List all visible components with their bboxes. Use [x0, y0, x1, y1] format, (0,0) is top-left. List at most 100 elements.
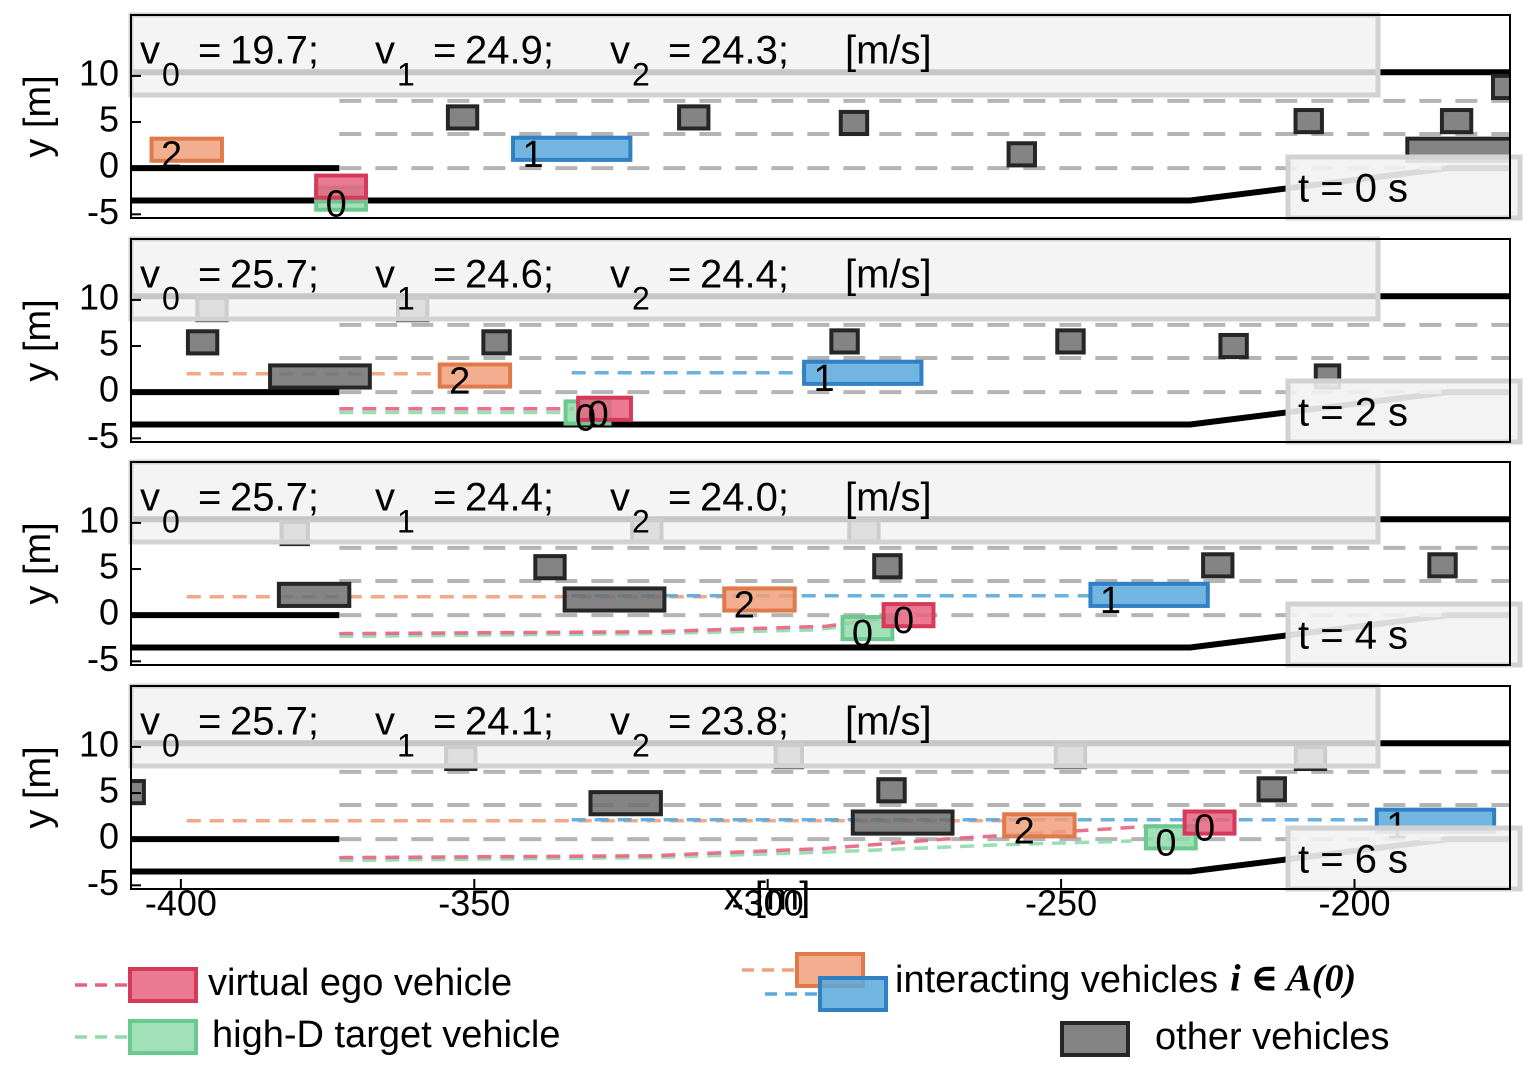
speed-index: 0 — [162, 727, 180, 763]
vehicle — [1256, 776, 1287, 803]
y-tick-label: 5 — [99, 546, 119, 587]
legend-swatch — [1060, 1021, 1130, 1057]
y-axis-label: y [m] — [17, 75, 59, 157]
speed-box — [128, 12, 1381, 98]
y-tick-label: 0 — [99, 369, 119, 410]
speed-index: 0 — [162, 503, 180, 539]
legend-math: i ∈ A(0) — [1230, 958, 1356, 1000]
vehicle-label: 2 — [734, 585, 755, 627]
vehicle — [533, 554, 567, 581]
speed-value: 24.9 — [465, 29, 543, 73]
speed-value: 25.7 — [230, 253, 308, 297]
vehicle — [511, 135, 633, 162]
y-tick-label: 5 — [99, 99, 119, 140]
y-tick-label: 5 — [99, 323, 119, 364]
speed-eq: = — [668, 253, 691, 297]
speed-symbol: v — [610, 476, 630, 520]
vehicle — [677, 104, 711, 131]
legend-label: high-D target vehicle — [212, 1014, 561, 1056]
time-label: t = 0 s — [1298, 167, 1408, 211]
y-axis-label: y [m] — [17, 746, 59, 828]
speed-eq: = — [198, 29, 221, 73]
speed-unit: [m/s] — [845, 253, 932, 297]
vehicle — [185, 329, 220, 356]
vehicle — [576, 395, 633, 422]
speed-unit: [m/s] — [845, 476, 932, 520]
vehicle-label: 1 — [1100, 580, 1121, 622]
speed-index: 1 — [397, 56, 415, 92]
y-tick-label: -5 — [87, 415, 119, 456]
speed-end: ; — [308, 29, 319, 73]
speed-value: 24.0 — [700, 476, 778, 520]
time-label: t = 6 s — [1298, 838, 1408, 882]
speed-index: 2 — [632, 727, 650, 763]
speed-eq: = — [433, 700, 456, 744]
vehicle-label: 1 — [813, 358, 834, 400]
y-tick-label: 5 — [99, 770, 119, 811]
x-tick-label: -350 — [438, 883, 510, 924]
axes-frame — [130, 685, 1511, 890]
speed-value: 24.1 — [465, 700, 543, 744]
y-axis-label: y [m] — [17, 299, 59, 381]
speed-eq: = — [668, 29, 691, 73]
speed-end: ; — [778, 29, 789, 73]
speed-value: 24.6 — [465, 253, 543, 297]
speed-index: 0 — [162, 280, 180, 316]
vehicle — [1182, 809, 1237, 836]
speed-index: 1 — [397, 280, 415, 316]
speed-symbol: v — [610, 253, 630, 297]
speed-value: 19.7 — [230, 29, 308, 73]
speed-eq: = — [433, 29, 456, 73]
vehicle — [876, 777, 907, 804]
y-tick-label: 10 — [79, 723, 119, 764]
time-box — [1285, 378, 1523, 445]
y-axis-label: y [m] — [17, 522, 59, 604]
speed-value: 25.7 — [230, 700, 308, 744]
speed-value: 24.4 — [700, 253, 778, 297]
speed-symbol: v — [375, 29, 395, 73]
y-tick-label: -5 — [87, 191, 119, 232]
speed-end: ; — [778, 476, 789, 520]
vehicle-label: 0 — [588, 394, 609, 436]
legend-label: virtual ego vehicle — [208, 962, 512, 1004]
legend-swatch — [128, 967, 198, 1003]
speed-end: ; — [778, 700, 789, 744]
speed-box — [128, 236, 1381, 322]
speed-eq: = — [668, 700, 691, 744]
speed-end: ; — [543, 253, 554, 297]
vehicle — [838, 109, 870, 137]
legend-swatch — [128, 1019, 198, 1055]
speed-index: 2 — [632, 280, 650, 316]
y-tick-label: 0 — [99, 592, 119, 633]
speed-symbol: v — [375, 700, 395, 744]
speed-end: ; — [308, 476, 319, 520]
x-axis-label: x [m] — [724, 875, 811, 919]
vehicle-label: 2 — [1014, 810, 1035, 852]
speed-value: 25.7 — [230, 476, 308, 520]
speed-value: 24.3 — [700, 29, 778, 73]
speed-eq: = — [198, 700, 221, 744]
y-tick-label: 10 — [79, 276, 119, 317]
vehicle-label: 0 — [575, 398, 596, 440]
time-box — [1285, 154, 1523, 221]
vehicle — [445, 104, 480, 131]
speed-value: 24.4 — [465, 476, 543, 520]
vehicle — [802, 359, 924, 386]
vehicle — [1293, 108, 1324, 135]
speed-index: 0 — [162, 56, 180, 92]
speed-symbol: v — [375, 253, 395, 297]
time-box — [1285, 825, 1523, 892]
speed-unit: [m/s] — [845, 700, 932, 744]
y-tick-label: 10 — [79, 52, 119, 93]
vehicle-label: 0 — [893, 600, 914, 642]
vehicle — [722, 586, 797, 613]
trajectory — [339, 839, 1132, 863]
legend-swatch — [818, 976, 888, 1012]
vehicle — [829, 328, 860, 355]
speed-index: 2 — [632, 56, 650, 92]
speed-symbol: v — [140, 253, 160, 297]
vehicle-label: 0 — [1194, 808, 1215, 850]
speed-index: 1 — [397, 727, 415, 763]
